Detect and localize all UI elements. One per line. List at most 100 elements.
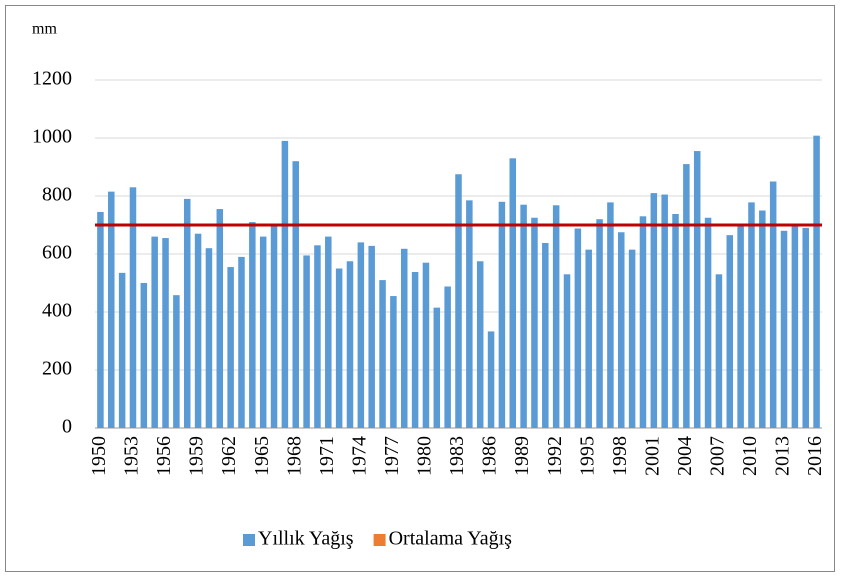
legend-swatch bbox=[373, 534, 386, 546]
y-tick-label: 1000 bbox=[32, 126, 72, 148]
bar bbox=[314, 245, 321, 428]
bar bbox=[769, 181, 777, 428]
x-tick-label: 1971 bbox=[316, 436, 338, 476]
bar bbox=[693, 151, 701, 429]
bar bbox=[162, 238, 169, 428]
x-tick-label: 1980 bbox=[414, 436, 436, 476]
legend-label: Yıllık Yağış bbox=[258, 528, 354, 550]
y-axis-label: mm bbox=[32, 21, 57, 38]
bar bbox=[400, 248, 408, 428]
bar bbox=[780, 230, 788, 428]
bar bbox=[704, 217, 712, 428]
bar bbox=[476, 261, 484, 428]
x-tick-label: 2001 bbox=[641, 436, 663, 476]
bar bbox=[715, 274, 723, 428]
bar bbox=[205, 248, 213, 428]
bar bbox=[650, 193, 658, 428]
bar bbox=[726, 235, 734, 428]
bar bbox=[238, 256, 245, 428]
x-tick-label: 1974 bbox=[348, 436, 370, 476]
bar bbox=[303, 255, 310, 428]
bar bbox=[487, 331, 495, 428]
bar bbox=[281, 140, 289, 428]
bar bbox=[661, 194, 668, 428]
bar bbox=[607, 202, 614, 428]
x-tick-label: 2010 bbox=[739, 436, 761, 476]
bar bbox=[520, 204, 527, 428]
bar bbox=[737, 225, 744, 428]
bar bbox=[748, 202, 755, 428]
x-tick-label: 1977 bbox=[381, 436, 403, 476]
bar bbox=[357, 242, 365, 428]
bar bbox=[683, 164, 690, 428]
bar bbox=[802, 227, 809, 428]
bar bbox=[552, 205, 560, 428]
x-tick-label: 2013 bbox=[772, 436, 794, 476]
bar bbox=[466, 200, 473, 428]
bar bbox=[259, 236, 267, 428]
legend-label: Ortalama Yağış bbox=[389, 528, 513, 550]
y-tick-label: 0 bbox=[62, 416, 72, 438]
bar bbox=[444, 286, 451, 428]
bar bbox=[422, 262, 430, 428]
bar bbox=[618, 232, 625, 428]
bar bbox=[390, 296, 397, 428]
bar bbox=[227, 267, 234, 428]
bar bbox=[216, 209, 224, 428]
bar bbox=[194, 233, 202, 428]
bar bbox=[455, 174, 462, 428]
bar bbox=[628, 249, 636, 428]
bar bbox=[542, 242, 549, 428]
x-tick-label: 1968 bbox=[283, 436, 305, 476]
bar bbox=[411, 271, 419, 428]
bar bbox=[108, 191, 115, 428]
bar bbox=[813, 135, 820, 428]
bar bbox=[335, 268, 343, 428]
x-tick-label: 2016 bbox=[804, 436, 826, 476]
x-tick-label: 1965 bbox=[251, 436, 273, 476]
bar bbox=[368, 245, 375, 428]
bar bbox=[325, 236, 332, 428]
bar bbox=[759, 210, 766, 428]
bar bbox=[672, 213, 679, 428]
y-tick-label: 400 bbox=[42, 300, 72, 322]
y-tick-label: 200 bbox=[42, 358, 72, 380]
y-tick-label: 1200 bbox=[32, 68, 72, 90]
bar bbox=[183, 198, 191, 428]
x-tick-label: 1953 bbox=[121, 436, 143, 476]
bar bbox=[151, 236, 158, 428]
x-tick-label: 1998 bbox=[609, 436, 631, 476]
x-tick-label: 1989 bbox=[511, 436, 533, 476]
bar bbox=[129, 187, 137, 428]
x-tick-label: 1959 bbox=[186, 436, 208, 476]
x-tick-label: 1986 bbox=[479, 436, 501, 476]
x-tick-label: 1992 bbox=[544, 436, 566, 476]
x-tick-label: 2007 bbox=[707, 436, 729, 476]
bar bbox=[639, 216, 647, 428]
bar bbox=[433, 307, 441, 428]
x-tick-label: 1950 bbox=[88, 436, 110, 476]
bar bbox=[531, 217, 538, 428]
y-tick-label: 800 bbox=[42, 184, 72, 206]
bar bbox=[509, 158, 517, 429]
bar bbox=[596, 219, 603, 428]
x-tick-label: 1956 bbox=[153, 436, 175, 476]
bar bbox=[97, 211, 104, 428]
bar bbox=[173, 295, 180, 428]
legend-swatch bbox=[243, 534, 255, 546]
bar bbox=[585, 249, 592, 428]
bar bbox=[791, 226, 799, 428]
bar bbox=[118, 272, 126, 428]
bar bbox=[140, 283, 148, 428]
x-tick-label: 1983 bbox=[446, 436, 468, 476]
x-tick-label: 1962 bbox=[218, 436, 240, 476]
bar bbox=[346, 261, 354, 428]
bar bbox=[249, 222, 256, 428]
bar bbox=[574, 228, 582, 428]
y-tick-label: 600 bbox=[42, 242, 72, 264]
bar bbox=[498, 201, 506, 428]
bar bbox=[379, 280, 386, 428]
x-tick-label: 2004 bbox=[674, 436, 696, 476]
bar bbox=[292, 161, 299, 428]
